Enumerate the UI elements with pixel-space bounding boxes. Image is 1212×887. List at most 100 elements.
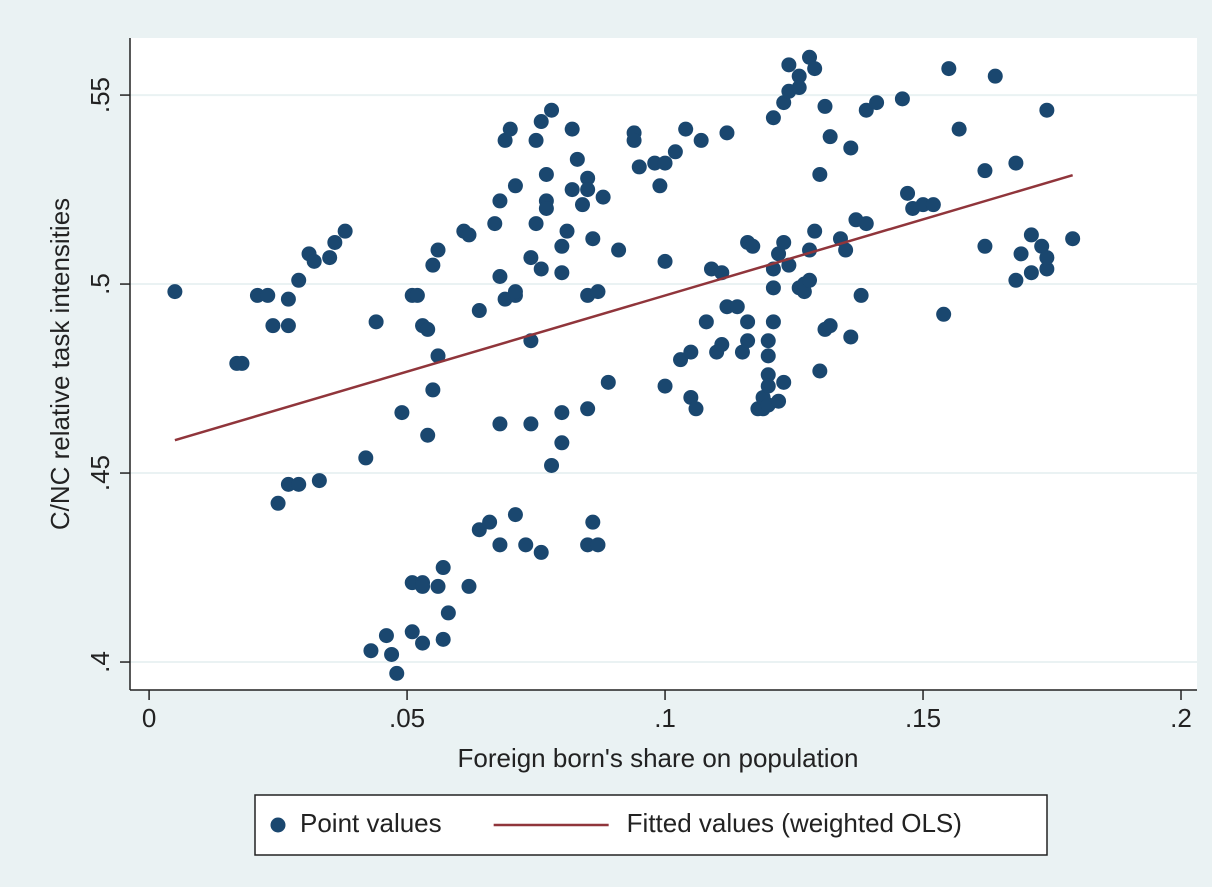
point <box>936 306 952 322</box>
point <box>977 163 993 179</box>
x-tick-label: .15 <box>905 703 941 733</box>
point <box>1008 155 1024 171</box>
point <box>781 257 797 273</box>
point <box>1065 231 1081 247</box>
point <box>580 537 596 553</box>
point <box>719 299 735 315</box>
point <box>533 261 549 277</box>
point <box>858 216 874 232</box>
point <box>291 476 307 492</box>
point <box>554 265 570 281</box>
point <box>492 193 508 209</box>
point <box>167 284 183 300</box>
point <box>394 405 410 421</box>
ticks: .4 .45 .5 .55 0 .05 .1 .15 .2 <box>85 77 1192 733</box>
point <box>559 223 575 239</box>
legend: Point values Fitted values (weighted OLS) <box>270 808 962 838</box>
point <box>791 68 807 84</box>
point <box>306 253 322 269</box>
point <box>740 314 756 330</box>
point <box>327 234 343 250</box>
point <box>492 416 508 432</box>
point <box>915 197 931 213</box>
point <box>249 287 265 303</box>
point <box>430 578 446 594</box>
point <box>482 514 498 530</box>
point <box>1034 238 1050 254</box>
point <box>611 242 627 258</box>
point <box>425 382 441 398</box>
legend-label: Point values <box>300 808 442 838</box>
point <box>822 129 838 145</box>
point <box>415 635 431 651</box>
point <box>807 223 823 239</box>
point <box>280 476 296 492</box>
x-axis-title: Foreign born's share on population <box>457 743 858 773</box>
point <box>425 257 441 273</box>
point <box>838 242 854 258</box>
point <box>492 268 508 284</box>
point <box>265 318 281 334</box>
point <box>719 125 735 141</box>
y-tick-label: .45 <box>85 455 115 491</box>
plot-area <box>130 38 1197 690</box>
point <box>812 166 828 182</box>
point <box>389 665 405 681</box>
point <box>812 363 828 379</box>
point <box>270 495 286 511</box>
point <box>585 231 601 247</box>
point <box>564 182 580 198</box>
point <box>538 166 554 182</box>
point <box>817 98 833 114</box>
point <box>492 537 508 553</box>
point <box>647 155 663 171</box>
point <box>734 344 750 360</box>
point <box>977 238 993 254</box>
point <box>487 216 503 232</box>
point <box>688 401 704 417</box>
fitted-line <box>174 174 1074 442</box>
point <box>507 284 523 300</box>
point <box>673 352 689 368</box>
point <box>657 378 673 394</box>
point <box>533 544 549 560</box>
point <box>683 389 699 405</box>
point <box>311 473 327 489</box>
point <box>590 537 606 553</box>
point <box>502 121 518 137</box>
point <box>523 250 539 266</box>
point <box>698 314 714 330</box>
point <box>987 68 1003 84</box>
point <box>1013 246 1029 262</box>
point <box>900 185 916 201</box>
point <box>554 405 570 421</box>
point <box>384 646 400 662</box>
point <box>544 102 560 118</box>
point <box>409 287 425 303</box>
point <box>554 435 570 451</box>
point <box>554 238 570 254</box>
point <box>776 95 792 111</box>
point <box>461 227 477 243</box>
point <box>802 272 818 288</box>
point <box>420 321 436 337</box>
point <box>595 189 611 205</box>
point <box>415 578 431 594</box>
x-tick-label: .2 <box>1170 703 1192 733</box>
point <box>765 280 781 296</box>
legend-box <box>254 794 1048 856</box>
point <box>626 132 642 148</box>
point <box>657 253 673 269</box>
point <box>471 522 487 538</box>
point <box>858 102 874 118</box>
y-tick-label: .4 <box>85 651 115 673</box>
point <box>1039 250 1055 266</box>
y-tick-label: .5 <box>85 273 115 295</box>
point <box>1039 102 1055 118</box>
point <box>652 178 668 194</box>
point <box>497 132 513 148</box>
point <box>771 393 787 409</box>
point <box>714 337 730 353</box>
point <box>740 333 756 349</box>
point <box>781 57 797 73</box>
